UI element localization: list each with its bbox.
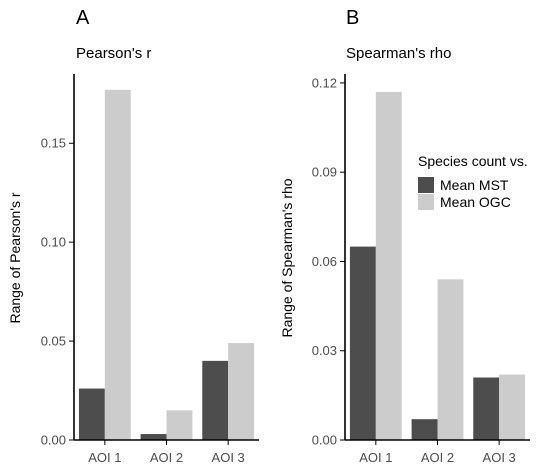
panel-a-y-tick-label: 0.05 (41, 334, 66, 349)
panel-b-bar-mst-1 (349, 246, 376, 440)
legend: Species count vs. Mean MST Mean OGC (418, 153, 528, 210)
panel-b-bar-ogc-2 (437, 279, 464, 440)
legend-title: Species count vs. (418, 153, 528, 169)
panel-b-title: Spearman's rho (346, 45, 451, 62)
panel-b-x-tick-label: AOI 1 (359, 450, 392, 465)
legend-swatch-mst (418, 177, 434, 193)
panel-a-bar-mst-1 (78, 388, 105, 440)
panel-b-bar-mst-3 (473, 377, 500, 440)
panel-b-x-tick-label: AOI 3 (483, 450, 516, 465)
panel-a-bar-mst-2 (140, 434, 167, 440)
panel-a-bar-ogc-2 (166, 410, 193, 440)
panel-b-y-tick-label: 0.03 (312, 343, 337, 358)
panel-b-bar-ogc-1 (375, 91, 402, 440)
panel-b-y-tick-label: 0.09 (312, 165, 337, 180)
panel-b-letter: B (346, 7, 359, 29)
panel-b-bar-ogc-3 (499, 374, 526, 440)
panel-b-bar-mst-2 (411, 419, 438, 440)
panel-a-y-tick-label: 0.10 (41, 235, 66, 250)
panel-a-y-tick-label: 0.15 (41, 136, 66, 151)
panel-a-bar-ogc-1 (104, 89, 131, 440)
panel-a-plot: AOI 1 AOI 2 AOI 3 0.00 0.05 0.10 0.15 (41, 74, 259, 465)
panel-a-title: Pearson's r (76, 45, 151, 62)
legend-label-ogc: Mean OGC (440, 194, 511, 210)
panel-a-bar-ogc-3 (228, 343, 255, 440)
panel-a-x-tick-label: AOI 3 (212, 450, 245, 465)
panel-b-y-tick-label: 0.00 (312, 433, 337, 448)
panel-a-y-tick-label: 0.00 (41, 433, 66, 448)
panel-b-y-axis-label: Range of Spearman's rho (279, 178, 295, 337)
panel-b-y-tick-label: 0.12 (312, 75, 337, 90)
panel-a-bar-mst-3 (202, 360, 229, 440)
panel-b-y-tick-label: 0.06 (312, 254, 337, 269)
panel-a-x-tick-label: AOI 2 (150, 450, 183, 465)
panel-a-x-tick-label: AOI 1 (88, 450, 121, 465)
panel-a-letter: A (76, 7, 90, 29)
legend-label-mst: Mean MST (440, 177, 509, 193)
panel-b-plot: AOI 1 AOI 2 AOI 3 0.00 0.03 0.06 0.09 0.12 (312, 74, 530, 465)
panel-a-y-axis-label: Range of Pearson's r (7, 192, 23, 323)
legend-swatch-ogc (418, 194, 434, 210)
panel-b-x-tick-label: AOI 2 (421, 450, 454, 465)
